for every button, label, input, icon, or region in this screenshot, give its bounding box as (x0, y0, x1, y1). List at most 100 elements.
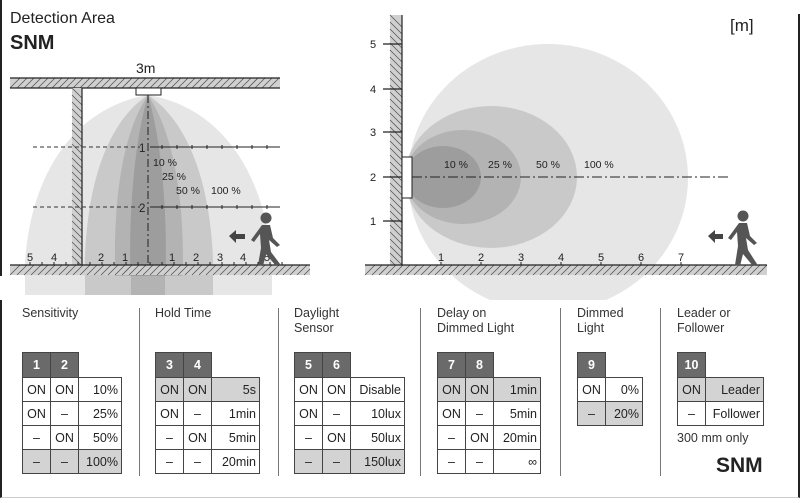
arrow-left-icon (708, 230, 723, 243)
switch-state: – (437, 449, 466, 474)
section-divider (278, 308, 279, 476)
setting-row: ON Leader (677, 377, 764, 402)
switch-state: ON (322, 377, 351, 402)
setting-row: – – ∞ (437, 449, 541, 474)
switch-state: – (465, 401, 494, 426)
distance-axis-label: 2 (478, 252, 484, 264)
section-divider (660, 308, 661, 476)
switch-state: ON (294, 377, 323, 402)
arrow-left-icon (229, 230, 245, 243)
setting-row: ON 0% (577, 377, 643, 402)
footnote: 300 mm only (677, 431, 749, 445)
switch-state: – (155, 425, 184, 450)
dip-switch-table: 3 4 ON ON 5s ON –1min – ON 5min – –20min (155, 352, 260, 474)
switch-number: 8 (465, 352, 494, 378)
dip-switch-table: 1 2 ON ON 10% ON –25% – ON 50% – –100% (22, 352, 122, 474)
setting-row: – ON 50% (22, 425, 122, 450)
setting-value: 20min (211, 449, 260, 474)
ceiling-mount-diagram: 3m 1 2 10 % 25 % 50 % 100 % 5 4 2 1 1 2 3 4 5 (0, 60, 320, 300)
floor-distance-label: 1 (122, 252, 128, 264)
switch-state: ON (155, 377, 184, 402)
switch-state: ON (465, 425, 494, 450)
blank-cell (493, 352, 541, 378)
switch-state: ON (437, 401, 466, 426)
switch-number: 9 (577, 352, 606, 378)
hatched-surface (10, 78, 280, 88)
setting-row: – Follower (677, 401, 764, 426)
switch-state: ON (50, 425, 79, 450)
setting-title: Sensitivity (22, 306, 78, 321)
switch-state: ON (294, 401, 323, 426)
setting-row: – –100% (22, 449, 122, 474)
blank-cell (605, 352, 643, 378)
switch-state: – (577, 401, 606, 426)
distance-axis-label: 5 (598, 252, 604, 264)
switch-number: 2 (50, 352, 79, 378)
switch-number: 5 (294, 352, 323, 378)
switch-state: – (50, 449, 79, 474)
setting-title-line: Delay on (437, 306, 487, 320)
blank-cell (705, 352, 764, 378)
floor-distance-label: 3 (217, 252, 223, 264)
setting-value: ∞ (493, 449, 541, 474)
switch-state: – (183, 449, 212, 474)
sensor (135, 87, 162, 96)
setting-title: Leader or Follower (677, 306, 731, 336)
switch-number: 4 (183, 352, 212, 378)
setting-value: 25% (78, 401, 122, 426)
switch-number: 1 (22, 352, 51, 378)
setting-value: 50% (78, 425, 122, 450)
setting-row: ON ON 10% (22, 377, 122, 402)
setting-title-line: Leader or (677, 306, 731, 320)
dip-switch-table: 9 ON 0% –20% (577, 352, 643, 426)
setting-title-line: Sensitivity (22, 306, 79, 320)
depth-label: 2 (139, 203, 145, 215)
setting-value: Leader (705, 377, 764, 402)
model-name-footer: SNM (716, 454, 763, 477)
setting-value: Follower (705, 401, 764, 426)
switch-state: – (322, 449, 351, 474)
zone-label: 25 % (162, 171, 186, 183)
switch-state: ON (183, 425, 212, 450)
setting-value: 150lux (350, 449, 405, 474)
distance-axis-label: 4 (558, 252, 564, 264)
switch-state: – (294, 449, 323, 474)
setting-row: ON ON 5s (155, 377, 260, 402)
floor-distance-label: 4 (240, 252, 246, 264)
switch-state: ON (183, 377, 212, 402)
distance-axis-label: 3 (518, 252, 524, 264)
zone-label: 10 % (444, 159, 468, 171)
zone-label: 100 % (211, 185, 241, 197)
setting-value: 10lux (350, 401, 405, 426)
floor-distance-label: 2 (98, 252, 104, 264)
setting-value: 100% (78, 449, 122, 474)
setting-title-line: Dimmed Light (437, 321, 515, 335)
setting-value: 20% (605, 401, 643, 426)
height-axis-label: 3 (370, 127, 376, 139)
setting-value: 10% (78, 377, 122, 402)
setting-row: ON ON Disable (294, 377, 405, 402)
distance-axis-label: 6 (638, 252, 644, 264)
setting-value: 5s (211, 377, 260, 402)
switch-state: – (155, 449, 184, 474)
setting-title-line: Daylight (294, 306, 340, 320)
setting-title-line: Hold Time (155, 306, 212, 320)
switch-state: ON (50, 377, 79, 402)
height-axis-label: 1 (370, 216, 376, 228)
setting-row: – –150lux (294, 449, 405, 474)
switch-number: 7 (437, 352, 466, 378)
distance-axis-label: 1 (438, 252, 444, 264)
detection-diagrams: 3m 1 2 10 % 25 % 50 % 100 % 5 4 2 1 1 2 3 4 5 5 4… (0, 14, 768, 300)
setting-value: 1min (211, 401, 260, 426)
setting-row: – ON 20min (437, 425, 541, 450)
setting-row: – ON 50lux (294, 425, 405, 450)
setting-row: ON –5min (437, 401, 541, 426)
switch-state: – (294, 425, 323, 450)
setting-title: Dimmed Light (577, 306, 624, 336)
setting-title-line: Dimmed (577, 306, 624, 320)
setting-value: Disable (350, 377, 405, 402)
setting-value: 5min (211, 425, 260, 450)
floor-distance-label: 4 (51, 252, 57, 264)
walking-person-icon (251, 212, 280, 266)
